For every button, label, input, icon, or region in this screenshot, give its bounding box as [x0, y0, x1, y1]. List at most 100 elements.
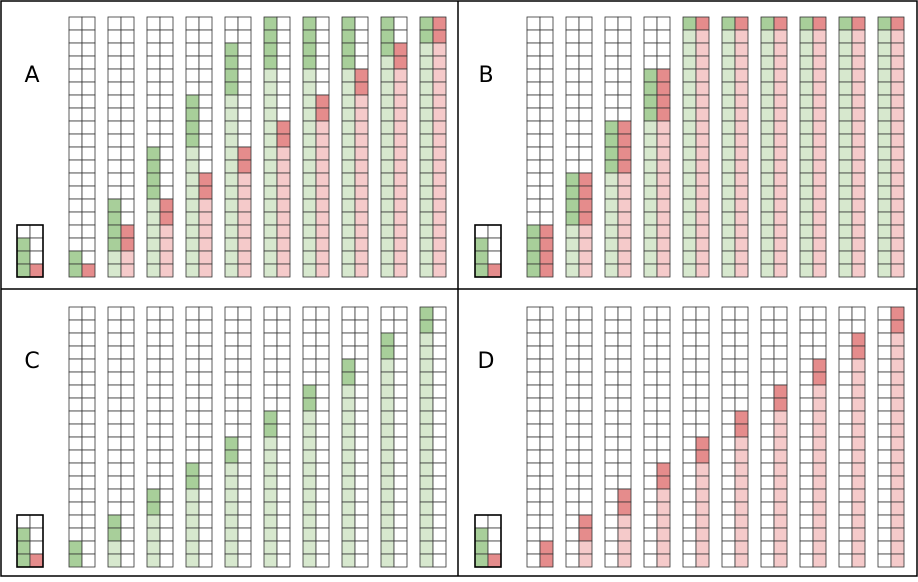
red-cell — [159, 488, 174, 503]
green-cell — [760, 185, 775, 200]
green-cell — [721, 94, 736, 109]
red-cell — [198, 68, 213, 83]
panel-b-column-3 — [604, 16, 632, 278]
green-cell — [526, 540, 541, 555]
green-cell — [146, 211, 161, 226]
red-cell — [81, 527, 96, 542]
panel-b-column-9 — [838, 16, 866, 278]
green-cell — [526, 146, 541, 161]
legend-red-cell — [487, 237, 502, 252]
red-cell — [656, 319, 671, 334]
red-cell — [734, 263, 749, 278]
legend-green-cell — [474, 224, 489, 239]
red-cell — [81, 120, 96, 135]
green-cell — [107, 68, 122, 83]
green-cell — [721, 449, 736, 464]
red-cell — [198, 410, 213, 425]
red-cell — [432, 185, 447, 200]
red-cell — [81, 172, 96, 187]
green-cell — [146, 185, 161, 200]
red-cell — [432, 449, 447, 464]
red-cell — [393, 120, 408, 135]
green-cell — [604, 68, 619, 83]
red-cell — [120, 263, 135, 278]
red-cell — [393, 527, 408, 542]
green-cell — [838, 358, 853, 373]
red-cell — [812, 540, 827, 555]
green-cell — [107, 107, 122, 122]
green-cell — [224, 185, 239, 200]
red-cell — [851, 462, 866, 477]
red-cell — [539, 436, 554, 451]
green-cell — [341, 172, 356, 187]
red-cell — [393, 107, 408, 122]
red-cell — [773, 68, 788, 83]
red-cell — [237, 107, 252, 122]
green-cell — [380, 332, 395, 347]
red-cell — [617, 172, 632, 187]
green-cell — [643, 540, 658, 555]
red-cell — [198, 462, 213, 477]
red-cell — [198, 42, 213, 57]
panel-b-column-5 — [682, 16, 710, 278]
green-cell — [799, 81, 814, 96]
green-cell — [185, 263, 200, 278]
red-cell — [617, 475, 632, 490]
red-cell — [890, 107, 905, 122]
green-cell — [341, 540, 356, 555]
red-cell — [773, 250, 788, 265]
green-cell — [565, 172, 580, 187]
red-cell — [159, 384, 174, 399]
green-cell — [565, 159, 580, 174]
red-cell — [276, 332, 291, 347]
green-cell — [68, 540, 83, 555]
green-cell — [263, 211, 278, 226]
red-cell — [617, 94, 632, 109]
red-cell — [354, 172, 369, 187]
red-cell — [851, 332, 866, 347]
red-cell — [539, 540, 554, 555]
green-cell — [682, 488, 697, 503]
red-cell — [198, 306, 213, 321]
red-cell — [617, 397, 632, 412]
red-cell — [695, 250, 710, 265]
red-cell — [812, 488, 827, 503]
green-cell — [185, 68, 200, 83]
red-cell — [578, 107, 593, 122]
red-cell — [159, 237, 174, 252]
red-cell — [81, 146, 96, 161]
green-cell — [760, 107, 775, 122]
green-cell — [643, 211, 658, 226]
green-cell — [526, 397, 541, 412]
red-cell — [734, 29, 749, 44]
red-cell — [734, 120, 749, 135]
red-cell — [432, 436, 447, 451]
red-cell — [432, 120, 447, 135]
red-cell — [656, 133, 671, 148]
red-cell — [656, 332, 671, 347]
green-cell — [107, 462, 122, 477]
red-cell — [276, 397, 291, 412]
red-cell — [354, 55, 369, 70]
green-cell — [419, 107, 434, 122]
green-cell — [68, 250, 83, 265]
red-cell — [578, 332, 593, 347]
red-cell — [120, 211, 135, 226]
green-cell — [760, 16, 775, 31]
green-cell — [526, 462, 541, 477]
red-cell — [656, 540, 671, 555]
green-cell — [263, 384, 278, 399]
green-cell — [682, 81, 697, 96]
green-cell — [877, 81, 892, 96]
green-cell — [877, 410, 892, 425]
red-cell — [198, 371, 213, 386]
green-cell — [146, 475, 161, 490]
green-cell — [565, 488, 580, 503]
red-cell — [812, 501, 827, 516]
red-cell — [120, 462, 135, 477]
red-cell — [890, 332, 905, 347]
green-cell — [721, 527, 736, 542]
green-cell — [380, 358, 395, 373]
red-cell — [773, 553, 788, 568]
green-cell — [526, 514, 541, 529]
